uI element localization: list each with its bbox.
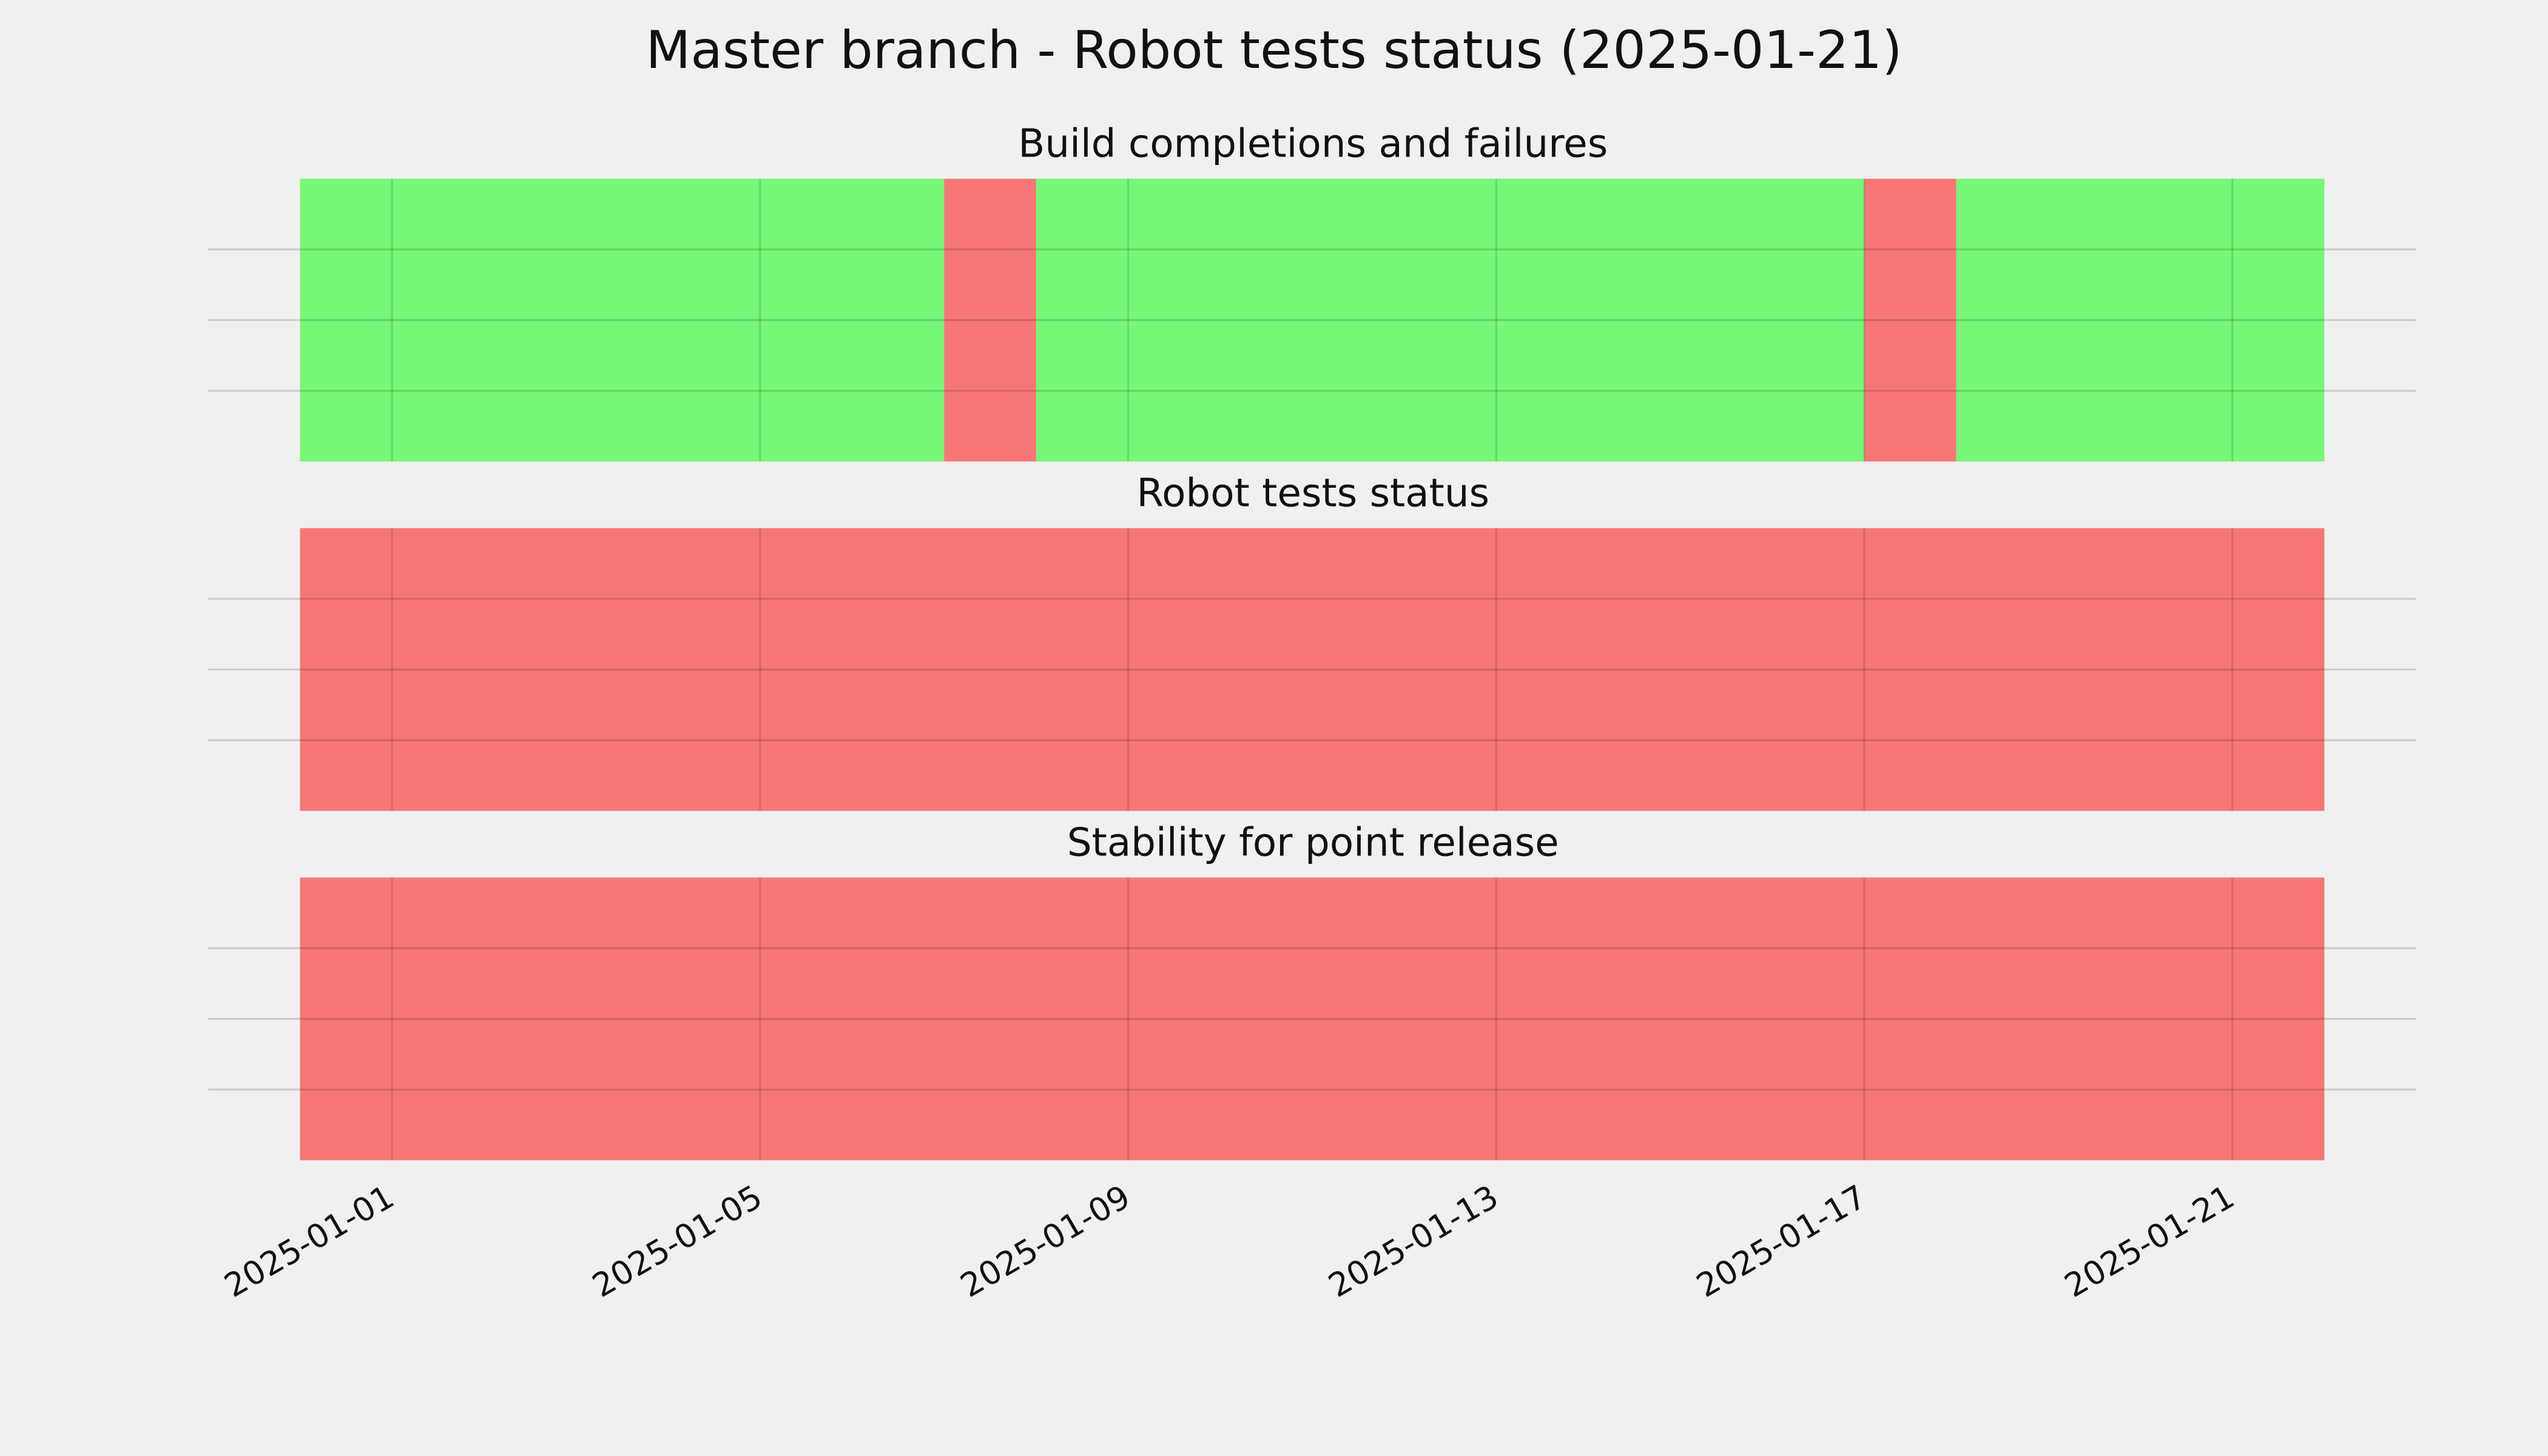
status-segment [944, 178, 1036, 462]
status-segment [300, 178, 945, 462]
status-segment [300, 528, 2325, 811]
chart-title: Master branch - Robot tests status (2025… [645, 20, 1902, 81]
panel-title: Build completions and failures [1018, 121, 1608, 167]
status-segment [300, 877, 2325, 1161]
status-segment [1864, 178, 1956, 462]
panel-title: Stability for point release [1067, 820, 1559, 865]
status-segment [1956, 178, 2325, 462]
status-segment [1036, 178, 1864, 462]
panel-title: Robot tests status [1136, 471, 1489, 516]
